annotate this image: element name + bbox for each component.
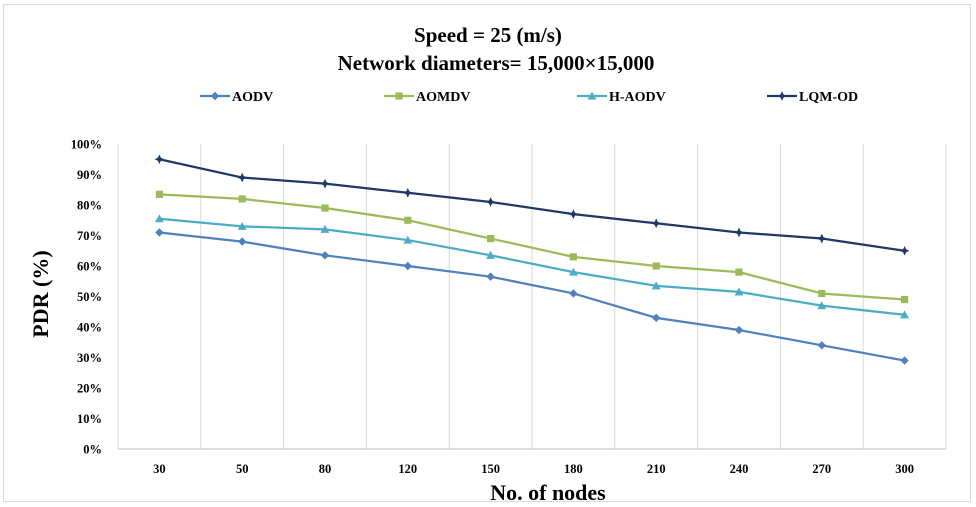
data-point-aodv — [320, 251, 330, 260]
y-tick-label: 80% — [77, 199, 102, 213]
data-point-aodv — [486, 272, 495, 281]
chart-frame — [3, 4, 971, 502]
y-tick-label: 60% — [77, 260, 102, 274]
x-tick-label: 210 — [647, 462, 666, 476]
x-tick-label: 80 — [319, 462, 332, 476]
data-point-aodv — [817, 341, 826, 350]
data-point-h-aodv — [486, 250, 495, 259]
data-point-lqm-od — [403, 188, 413, 198]
series-aodv — [155, 228, 909, 365]
y-tick-labels: 0% 10% 20% 30% 40% 50% 60% 70% 80% 90% 100% — [71, 138, 102, 457]
data-point-h-aodv — [734, 287, 744, 296]
data-point-h-aodv — [651, 281, 661, 290]
legend-item-aodv: AODV — [200, 90, 273, 105]
data-point-h-aodv — [569, 267, 578, 276]
data-point-h-aodv — [320, 225, 330, 233]
x-tick-label: 50 — [236, 462, 249, 476]
legend-item-aomdv: AOMDV — [384, 90, 470, 105]
x-tick-labels: 30 50 80 120 150 180 210 240 270 300 — [153, 462, 914, 476]
data-point-aomdv — [321, 204, 329, 212]
series-aomdv — [155, 190, 909, 304]
y-tick-label: 50% — [77, 290, 102, 304]
legend-label: LQM-OD — [799, 90, 858, 105]
legend-marker — [210, 91, 220, 101]
data-point-aodv — [155, 228, 164, 237]
legend-marker — [587, 91, 597, 100]
y-tick-label: 20% — [77, 382, 102, 396]
data-point-lqm-od — [320, 178, 330, 189]
data-point-lqm-od — [154, 154, 165, 165]
data-point-lqm-od — [817, 233, 827, 244]
series-line-aomdv — [159, 193, 905, 301]
x-tick-label: 180 — [564, 462, 583, 476]
y-tick-label: 100% — [71, 138, 102, 152]
data-point-lqm-od — [568, 209, 579, 219]
data-point-aomdv — [901, 295, 909, 304]
legend-label: AOMDV — [416, 90, 470, 105]
data-point-h-aodv — [900, 310, 909, 319]
data-point-aodv — [900, 356, 909, 365]
data-point-lqm-od — [899, 245, 910, 256]
y-tick-label: 10% — [77, 412, 102, 426]
series-lqm-od — [154, 154, 910, 256]
legend-label: AODV — [232, 90, 273, 105]
legend-label: H-AODV — [609, 90, 666, 105]
series-line-lqm-od — [159, 158, 905, 252]
x-axis-title: No. of nodes — [490, 480, 606, 505]
data-point-h-aodv — [403, 235, 413, 244]
series-h-aodv — [155, 214, 909, 319]
series-group — [154, 154, 910, 365]
legend-marker — [777, 91, 787, 101]
data-point-aomdv — [487, 234, 495, 243]
x-tick-label: 120 — [398, 462, 417, 476]
legend-item-h-aodv: H-AODV — [577, 90, 666, 105]
series-line-aodv — [159, 231, 905, 362]
data-point-h-aodv — [817, 301, 827, 310]
data-point-lqm-od — [485, 197, 496, 207]
data-point-aomdv — [735, 268, 743, 276]
gridlines — [117, 144, 947, 449]
x-tick-label: 300 — [895, 462, 914, 476]
x-tick-label: 240 — [730, 462, 749, 476]
data-point-aomdv — [404, 216, 412, 224]
legend-marker — [395, 92, 403, 100]
data-point-aomdv — [652, 262, 660, 270]
data-point-aomdv — [155, 190, 163, 198]
y-tick-label: 30% — [77, 351, 102, 365]
series-line-h-aodv — [159, 217, 905, 316]
data-point-aodv — [652, 313, 661, 323]
chart-title-line-1: Speed = 25 (m/s) — [414, 23, 562, 47]
y-tick-label: 70% — [77, 229, 102, 243]
y-axis-title: PDR (%) — [28, 250, 53, 337]
chart-title-line-2: Network diameters= 15,000×15,000 — [338, 51, 655, 75]
legend-item-lqm-od: LQM-OD — [767, 90, 858, 105]
data-point-aomdv — [238, 195, 246, 203]
data-point-lqm-od — [734, 227, 744, 238]
legend: AODV AOMDV H-AODV LQM-OD — [200, 90, 858, 105]
data-point-aodv — [569, 289, 578, 298]
y-tick-label: 90% — [77, 168, 102, 182]
y-tick-label: 40% — [77, 321, 102, 335]
data-point-aodv — [734, 325, 744, 335]
data-point-lqm-od — [237, 172, 247, 183]
x-tick-label: 270 — [812, 462, 831, 476]
data-point-aodv — [238, 237, 247, 246]
data-point-lqm-od — [651, 218, 661, 229]
data-point-aomdv — [818, 289, 826, 298]
data-point-aodv — [403, 261, 412, 271]
x-tick-label: 150 — [481, 462, 500, 476]
data-point-aomdv — [569, 253, 577, 261]
data-point-h-aodv — [155, 214, 164, 223]
data-point-h-aodv — [237, 221, 247, 230]
x-tick-label: 30 — [153, 462, 166, 476]
y-tick-label: 0% — [83, 443, 102, 457]
